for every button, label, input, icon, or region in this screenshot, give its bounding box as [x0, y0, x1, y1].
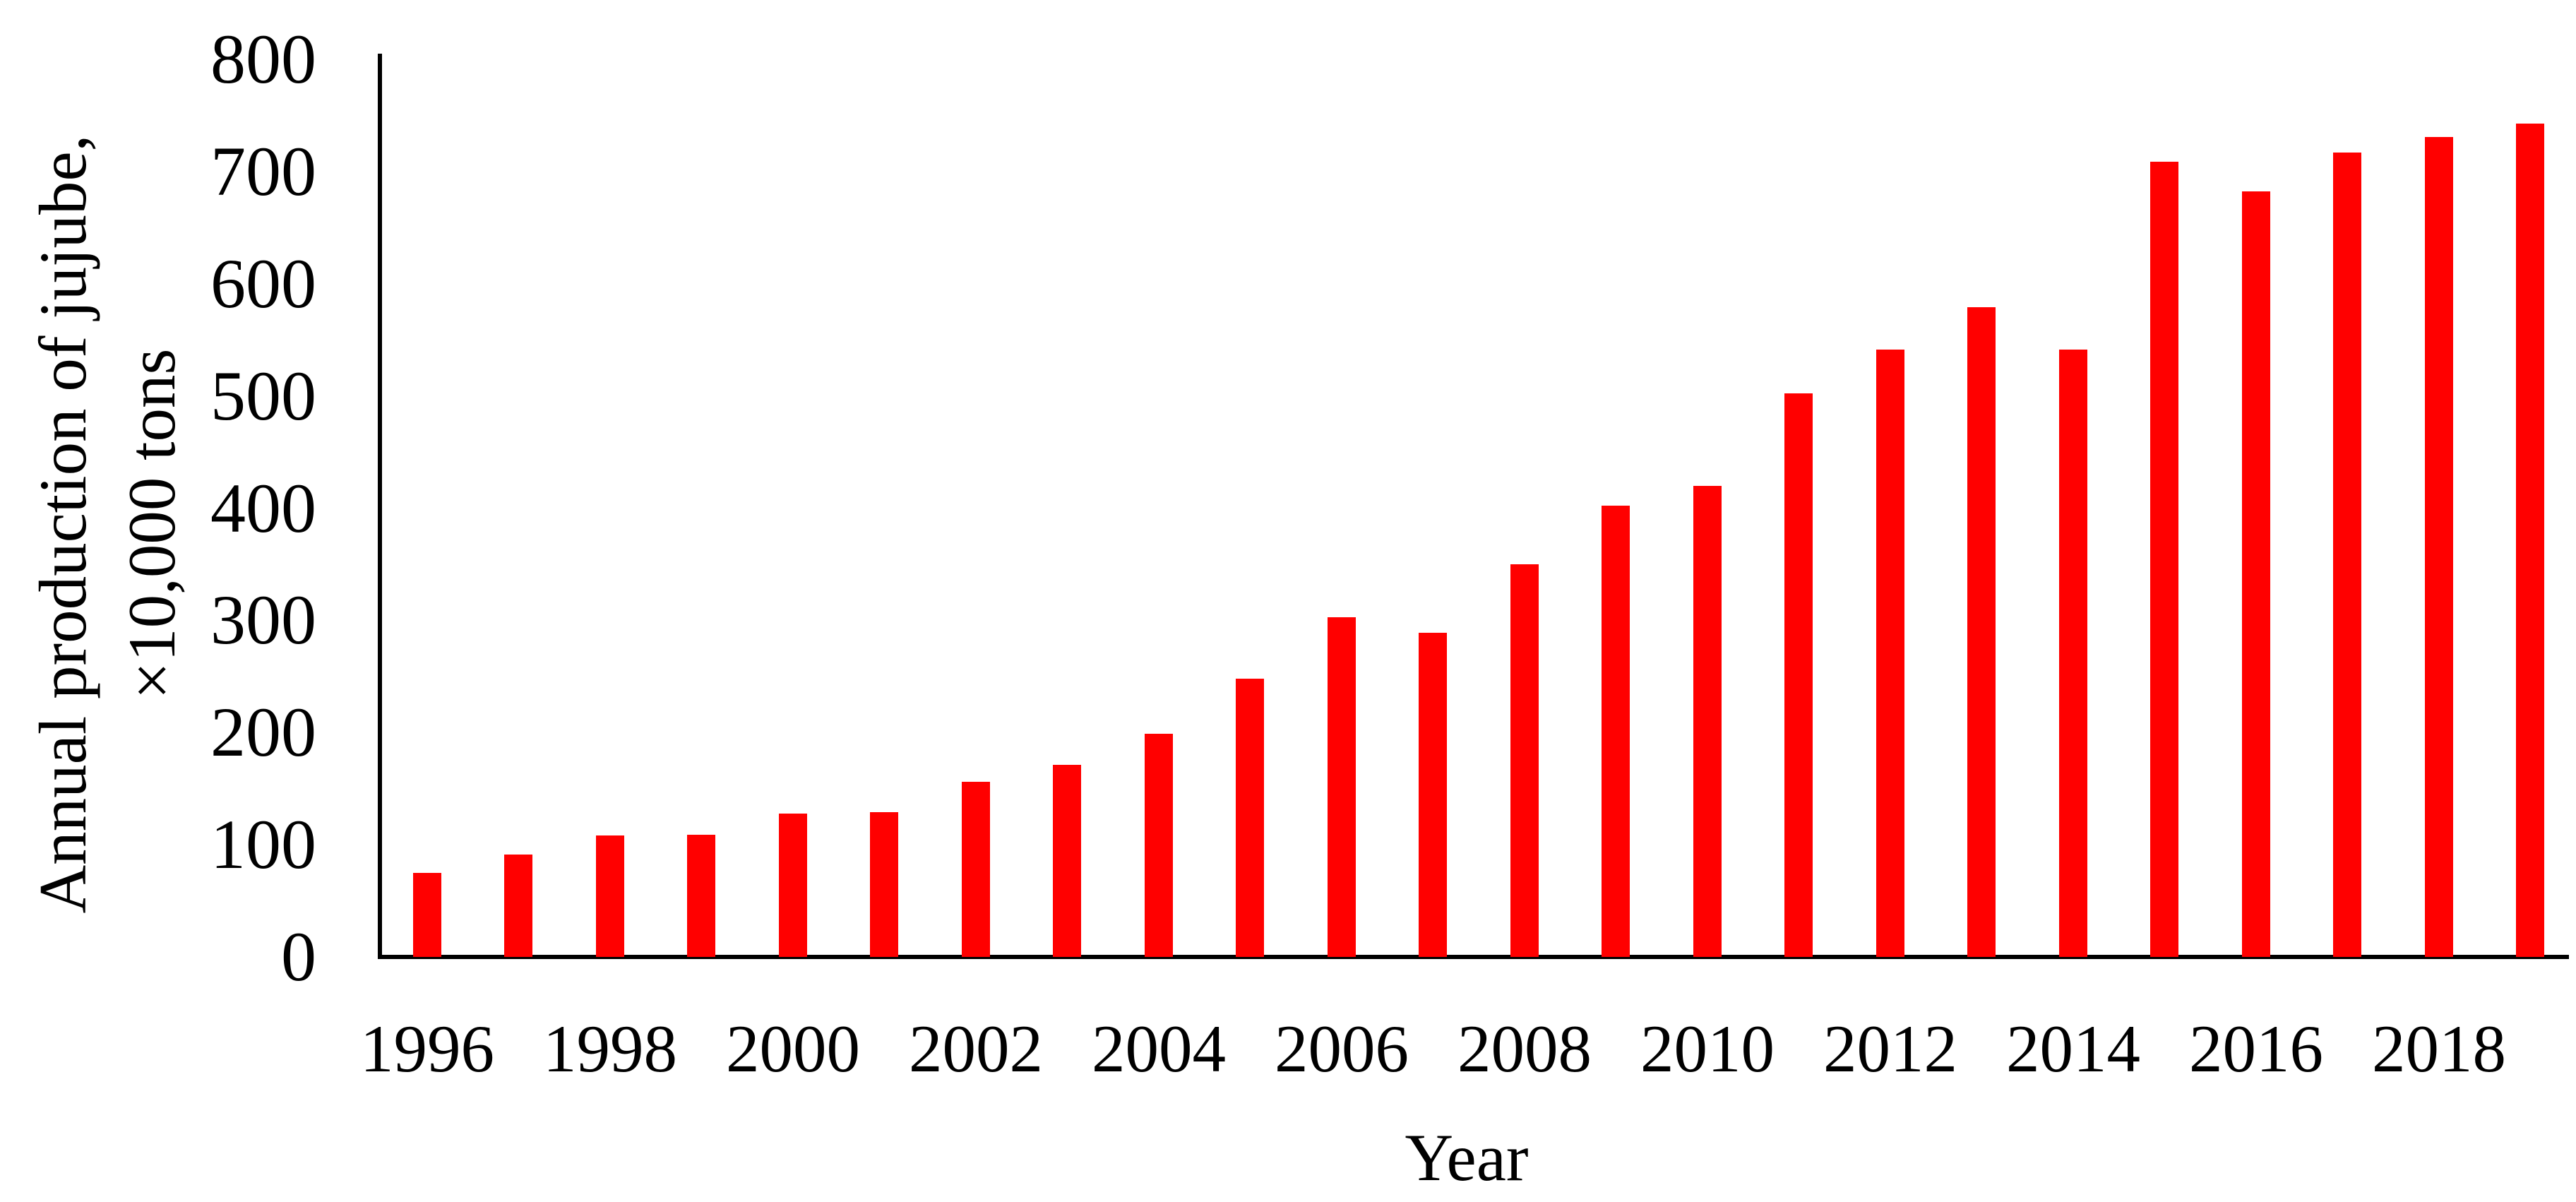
bar-2009: [1602, 506, 1630, 957]
x-tick-label-2016: 2016: [2189, 1011, 2323, 1086]
x-tick-label-2008: 2008: [1457, 1011, 1592, 1086]
bar-2012: [1876, 350, 1904, 957]
bar-2013: [1967, 307, 1996, 957]
y-tick-label-600: 600: [210, 244, 316, 323]
y-tick-label-700: 700: [210, 132, 316, 210]
bar-2006: [1327, 617, 1356, 957]
bar-2008: [1510, 564, 1539, 957]
x-tick-label-2000: 2000: [726, 1011, 860, 1086]
bar-2003: [1053, 765, 1081, 957]
bar-2014: [2058, 350, 2087, 957]
bar-1999: [687, 835, 715, 957]
x-axis-title: Year: [1405, 1120, 1529, 1195]
bar-2002: [961, 782, 990, 957]
x-axis-line: [378, 955, 2569, 959]
bar-2017: [2333, 153, 2361, 957]
x-tick-label-2004: 2004: [1092, 1011, 1226, 1086]
x-tick-label-2006: 2006: [1275, 1011, 1409, 1086]
x-tick-label-2010: 2010: [1640, 1011, 1775, 1086]
bars-area: [380, 59, 2569, 957]
y-tick-label-200: 200: [210, 693, 316, 771]
bar-2019: [2516, 124, 2544, 957]
bar-1996: [412, 873, 441, 957]
x-tick-label-2018: 2018: [2372, 1011, 2506, 1086]
x-tick-label-2002: 2002: [909, 1011, 1043, 1086]
x-tick-label-2014: 2014: [2006, 1011, 2140, 1086]
bar-1998: [595, 835, 624, 957]
x-tick-label-2012: 2012: [1823, 1011, 1957, 1086]
y-tick-label-300: 300: [210, 581, 316, 659]
y-tick-label-500: 500: [210, 357, 316, 435]
y-tick-label-400: 400: [210, 469, 316, 547]
y-tick-label-100: 100: [210, 805, 316, 883]
bar-2016: [2241, 191, 2270, 957]
bar-2011: [1784, 393, 1813, 957]
bar-2018: [2424, 137, 2453, 957]
bar-2000: [778, 814, 807, 957]
bar-2007: [1419, 633, 1447, 957]
x-tick-label-1998: 1998: [543, 1011, 677, 1086]
bar-2001: [870, 812, 898, 957]
y-axis-line: [378, 54, 382, 959]
bar-1997: [504, 855, 532, 957]
bar-2015: [2150, 162, 2178, 957]
bar-2010: [1693, 486, 1722, 957]
bar-2005: [1236, 679, 1264, 957]
y-tick-label-0: 0: [281, 917, 316, 996]
x-tick-label-1996: 1996: [360, 1011, 494, 1086]
bar-2004: [1144, 734, 1173, 957]
y-tick-label-800: 800: [210, 20, 316, 98]
